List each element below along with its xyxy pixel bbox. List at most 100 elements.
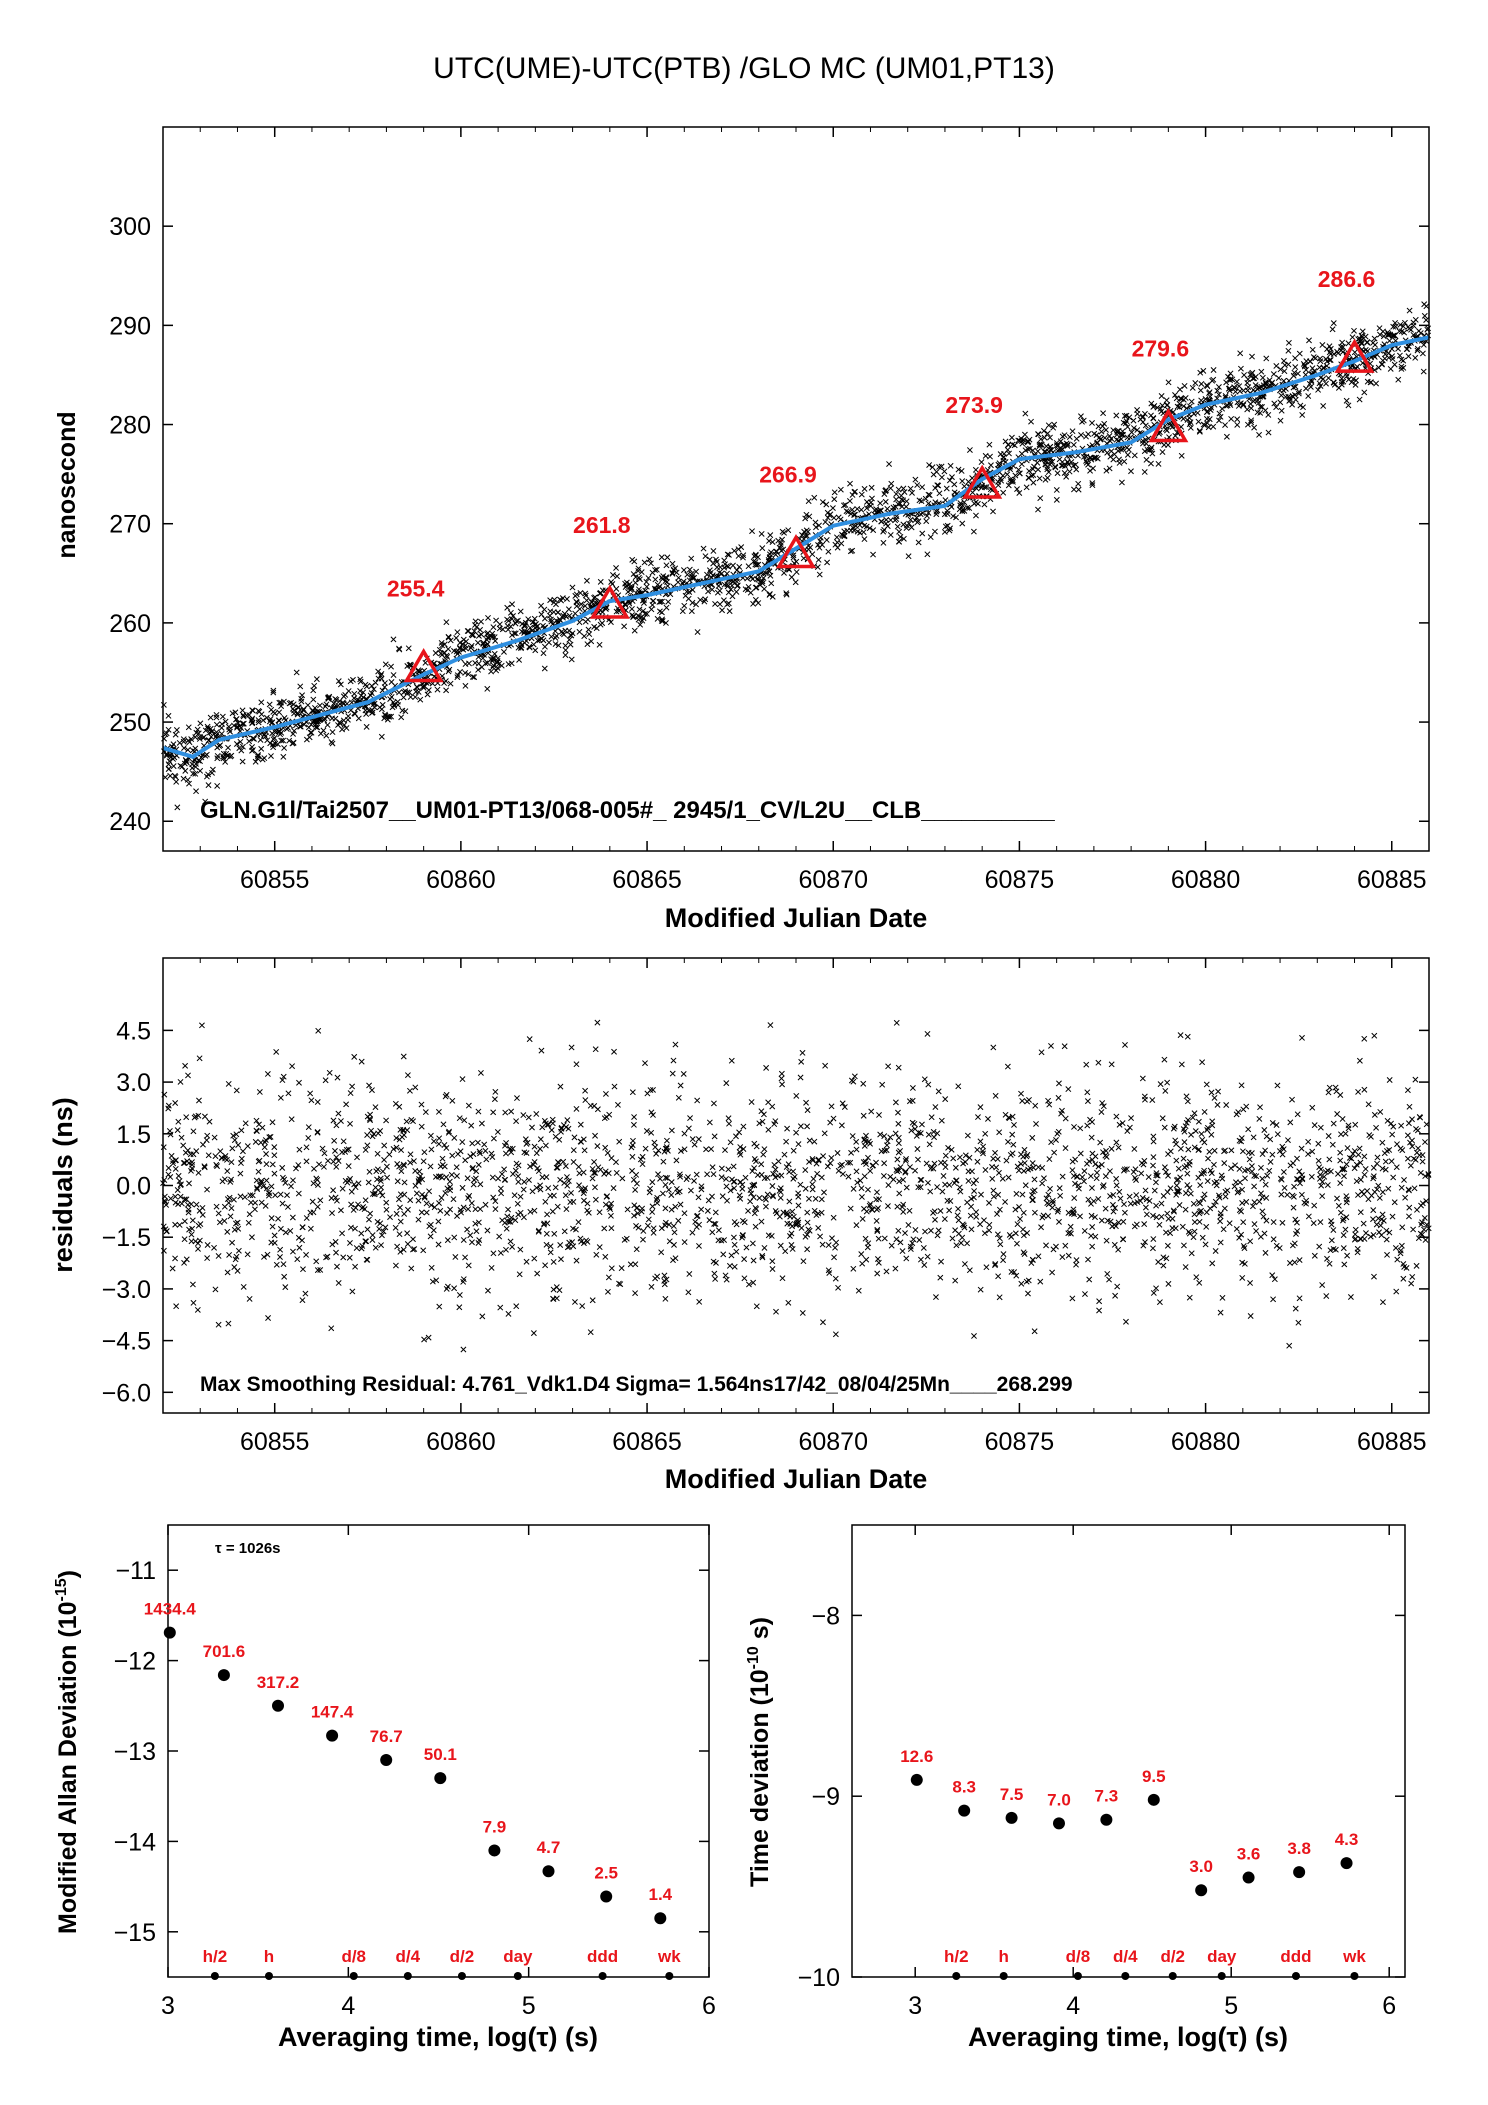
residual-point bbox=[1196, 1218, 1203, 1225]
residual-point bbox=[1145, 1174, 1152, 1181]
data-point bbox=[950, 513, 957, 520]
data-point bbox=[1101, 434, 1108, 441]
data-point bbox=[630, 571, 637, 578]
data-point bbox=[512, 620, 519, 627]
residual-point bbox=[835, 1284, 842, 1291]
residual-point bbox=[515, 1173, 522, 1180]
residual-point bbox=[1322, 1169, 1329, 1176]
residual-point bbox=[1382, 1158, 1389, 1165]
residual-point bbox=[502, 1176, 509, 1183]
residual-point bbox=[252, 1138, 259, 1145]
data-point bbox=[1300, 404, 1306, 411]
data-point bbox=[762, 570, 769, 577]
residual-point bbox=[918, 1176, 925, 1183]
data-point bbox=[959, 478, 966, 485]
residual-point bbox=[952, 1277, 959, 1284]
residual-point bbox=[630, 1121, 637, 1128]
residual-point bbox=[895, 1227, 902, 1234]
residual-point bbox=[631, 1212, 638, 1219]
data-point bbox=[1281, 368, 1288, 375]
residual-point bbox=[689, 1229, 696, 1236]
residual-point bbox=[352, 1225, 358, 1232]
residual-point bbox=[1000, 1251, 1007, 1258]
residual-point bbox=[875, 1259, 882, 1266]
data-point bbox=[1008, 434, 1015, 441]
residual-point bbox=[1141, 1096, 1148, 1103]
residual-point bbox=[718, 1165, 725, 1172]
residual-point bbox=[1086, 1276, 1093, 1283]
residual-point bbox=[542, 1262, 549, 1269]
data-point bbox=[1159, 402, 1166, 409]
data-point bbox=[246, 738, 253, 745]
x-tick-label: 60870 bbox=[798, 866, 868, 894]
residual-point bbox=[225, 1320, 232, 1327]
data-point bbox=[824, 509, 831, 516]
residual-point bbox=[443, 1174, 450, 1181]
residual-point bbox=[1344, 1252, 1351, 1259]
residual-point bbox=[982, 1130, 989, 1137]
data-point bbox=[1385, 350, 1392, 357]
residual-point bbox=[364, 1142, 371, 1149]
residual-point bbox=[1018, 1090, 1024, 1097]
residual-point bbox=[874, 1228, 881, 1235]
residual-point bbox=[1335, 1202, 1342, 1209]
data-point bbox=[1345, 340, 1352, 347]
residual-point bbox=[602, 1090, 609, 1097]
data-point bbox=[1234, 421, 1241, 428]
data-point bbox=[298, 695, 305, 702]
residual-point bbox=[970, 1194, 977, 1201]
residual-point bbox=[280, 1261, 287, 1268]
data-point bbox=[235, 720, 242, 727]
data-point bbox=[1210, 423, 1217, 430]
residual-point bbox=[737, 1195, 744, 1202]
residual-point bbox=[1316, 1175, 1323, 1182]
residual-point bbox=[938, 1117, 945, 1124]
residual-point bbox=[907, 1243, 914, 1250]
residual-point bbox=[347, 1175, 354, 1182]
data-point bbox=[890, 504, 897, 511]
data-point bbox=[1203, 409, 1210, 416]
residual-point bbox=[1389, 1213, 1396, 1220]
residual-point bbox=[280, 1073, 287, 1080]
residual-point bbox=[1055, 1206, 1062, 1213]
residual-point bbox=[790, 1175, 797, 1182]
residual-point bbox=[314, 1099, 321, 1105]
residual-point bbox=[668, 1206, 675, 1213]
residual-point bbox=[277, 1254, 283, 1260]
residual-point bbox=[1295, 1319, 1302, 1326]
triangle-marker bbox=[1334, 338, 1375, 373]
data-point bbox=[1037, 436, 1044, 443]
data-point bbox=[609, 572, 616, 578]
residual-point bbox=[1099, 1183, 1106, 1190]
residual-point bbox=[557, 1083, 564, 1090]
residual-point bbox=[962, 1159, 969, 1165]
data-point bbox=[704, 571, 710, 578]
residual-point bbox=[562, 1163, 569, 1170]
residual-point bbox=[273, 1261, 280, 1268]
residual-point bbox=[448, 1171, 455, 1178]
data-point bbox=[1155, 460, 1162, 467]
residual-point bbox=[1185, 1146, 1192, 1153]
residual-point bbox=[1286, 1342, 1293, 1349]
data-point bbox=[613, 565, 620, 571]
residual-point bbox=[1046, 1156, 1053, 1163]
residual-point bbox=[1311, 1202, 1318, 1209]
residual-point bbox=[1263, 1133, 1270, 1140]
data-point bbox=[1233, 378, 1240, 385]
residual-point bbox=[994, 1231, 1001, 1238]
data-point bbox=[779, 536, 786, 543]
residual-point bbox=[613, 1159, 619, 1166]
residual-point bbox=[1103, 1237, 1110, 1244]
residual-point bbox=[374, 1176, 380, 1183]
residual-point bbox=[1263, 1217, 1270, 1224]
residual-point bbox=[384, 1174, 391, 1181]
data-point bbox=[672, 565, 679, 572]
data-point bbox=[1094, 439, 1101, 446]
data-point bbox=[1054, 470, 1061, 477]
data-point bbox=[1006, 450, 1012, 457]
residual-point bbox=[1195, 1147, 1202, 1153]
residual-point bbox=[673, 1157, 680, 1164]
residual-point bbox=[658, 1249, 665, 1256]
data-point bbox=[569, 630, 576, 637]
residual-point bbox=[691, 1141, 698, 1148]
